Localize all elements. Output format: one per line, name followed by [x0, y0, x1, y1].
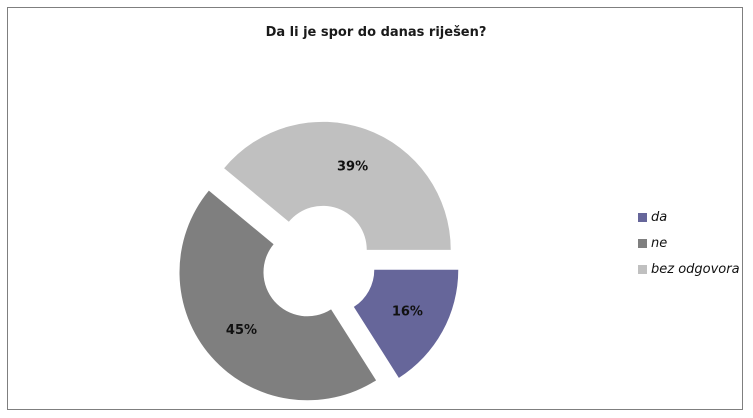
- chart-title: Da li je spor do danas riješen?: [265, 25, 487, 40]
- chart-frame: Da li je spor do danas riješen? 16% 45% 39…: [7, 7, 743, 410]
- legend-swatch: [638, 264, 647, 274]
- legend-swatch: [638, 212, 647, 222]
- donut-chart: 16% 45% 39%: [179, 121, 459, 401]
- data-label-bez-odgovora: 39%: [337, 160, 368, 175]
- legend-swatch: [638, 238, 647, 248]
- legend-label: ne: [651, 235, 668, 251]
- legend: da ne bez odgovora: [638, 204, 740, 282]
- legend-item-ne: ne: [638, 230, 740, 256]
- legend-label: bez odgovora: [651, 261, 740, 277]
- legend-item-da: da: [638, 204, 740, 230]
- data-label-ne: 45%: [226, 323, 257, 338]
- data-label-da: 16%: [392, 305, 423, 320]
- slice-bez-odgovora: [224, 121, 451, 250]
- slice-ne: [179, 190, 377, 401]
- slice-da: [353, 269, 459, 378]
- legend-item-bez-odgovora: bez odgovora: [638, 256, 740, 282]
- legend-label: da: [651, 209, 668, 225]
